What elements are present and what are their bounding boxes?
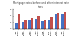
Bar bbox=[37, 16, 40, 29]
Bar bbox=[24, 20, 27, 29]
Bar bbox=[28, 20, 31, 29]
Bar bbox=[61, 14, 64, 29]
Title: Mortgage rates before and after interest rate rises: Mortgage rates before and after interest… bbox=[13, 1, 69, 9]
Bar bbox=[41, 21, 44, 29]
Bar bbox=[31, 18, 33, 29]
Bar bbox=[44, 20, 46, 29]
Bar bbox=[35, 19, 37, 29]
Bar bbox=[64, 12, 66, 29]
Bar bbox=[48, 20, 50, 29]
Bar bbox=[57, 13, 60, 29]
Bar bbox=[15, 23, 18, 29]
Bar bbox=[22, 22, 24, 29]
Bar bbox=[18, 14, 20, 29]
Bar bbox=[50, 17, 53, 29]
Bar bbox=[55, 14, 57, 29]
